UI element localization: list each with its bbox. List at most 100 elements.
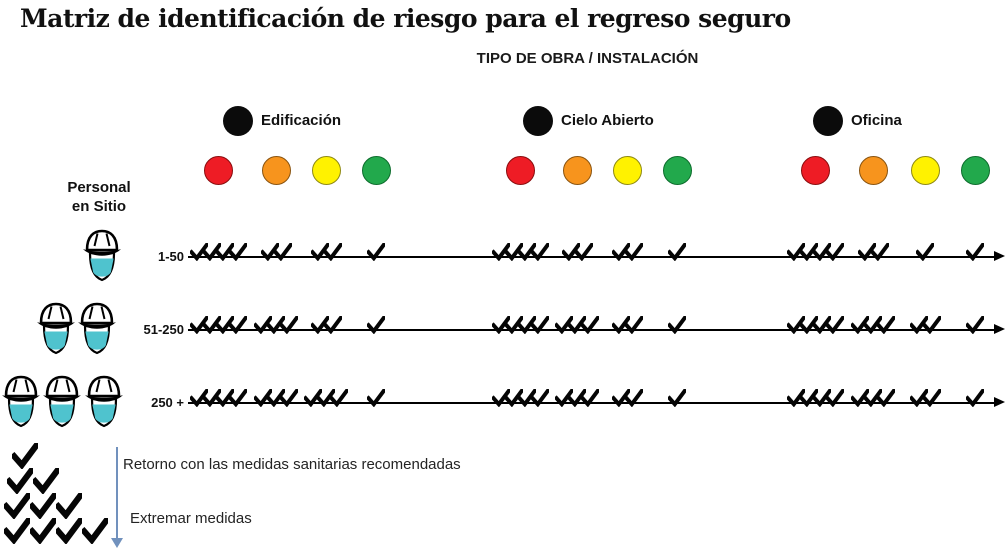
- check-icon: [611, 316, 630, 334]
- worker-mask-helmet-icon-1-1: [77, 301, 117, 359]
- personal-label-line2: en Sitio: [71, 198, 127, 215]
- check-icon: [267, 389, 285, 407]
- check-icon: [367, 316, 385, 334]
- check-icon: [786, 389, 805, 407]
- check-icon: [215, 316, 234, 334]
- check-icon: [555, 316, 573, 334]
- legend-severity-arrow-line: [116, 447, 119, 538]
- row-line-arrowhead-1: [994, 323, 1005, 334]
- worker-mask-helmet-icon-2-0: [1, 374, 41, 432]
- check-icon: [581, 316, 599, 334]
- check-icon: [517, 243, 536, 261]
- check-icon: [581, 389, 599, 407]
- check-icon: [668, 243, 686, 261]
- check-icon: [568, 316, 586, 334]
- worker-mask-helmet-icon-2-2: [84, 374, 124, 432]
- check-icon: [189, 243, 208, 261]
- check-icon: [668, 316, 686, 334]
- check-icon: [851, 389, 869, 407]
- check-icon: [517, 389, 536, 407]
- check-icon: [877, 389, 895, 407]
- check-icon: [189, 316, 208, 334]
- legend-check-icon: [33, 468, 59, 494]
- check-icon: [922, 389, 941, 407]
- check-icon: [966, 243, 984, 261]
- column-marker-icon-edificacion: [223, 106, 253, 136]
- check-icon: [530, 243, 549, 261]
- legend-check-icon: [56, 493, 82, 519]
- risk-circle-green-oficina: [960, 156, 990, 185]
- check-icon: [624, 389, 643, 407]
- check-icon: [367, 389, 385, 407]
- risk-circle-red-oficina: [800, 156, 830, 185]
- check-icon: [611, 389, 630, 407]
- check-icon: [310, 316, 329, 334]
- check-icon: [966, 316, 984, 334]
- check-icon: [530, 316, 549, 334]
- legend-check-icon: [4, 493, 30, 519]
- risk-circle-red-edificacion: [203, 156, 233, 185]
- check-icon: [517, 316, 536, 334]
- risk-circle-orange-cielo-abierto: [562, 156, 592, 185]
- column-marker-icon-oficina: [813, 106, 843, 136]
- check-icon: [922, 316, 941, 334]
- column-label-oficina: Oficina: [851, 112, 902, 129]
- check-icon: [812, 243, 831, 261]
- check-icon: [574, 243, 593, 261]
- check-icon: [530, 389, 549, 407]
- check-icon: [323, 316, 342, 334]
- check-icon: [280, 316, 298, 334]
- check-icon: [624, 243, 643, 261]
- check-icon: [304, 389, 322, 407]
- check-icon: [611, 243, 630, 261]
- risk-circle-orange-edificacion: [261, 156, 291, 185]
- check-icon: [799, 316, 818, 334]
- row-line-arrowhead-0: [994, 250, 1005, 261]
- risk-circle-green-cielo-abierto: [662, 156, 692, 185]
- check-icon: [870, 243, 889, 261]
- row-label-250plus: 250 +: [151, 395, 184, 410]
- check-icon: [228, 316, 247, 334]
- check-icon: [504, 389, 523, 407]
- check-icon: [909, 316, 928, 334]
- page-title: Matriz de identificación de riesgo para …: [20, 4, 791, 33]
- check-icon: [916, 243, 934, 261]
- check-icon: [330, 389, 348, 407]
- check-icon: [260, 243, 279, 261]
- check-icon: [504, 243, 523, 261]
- check-icon: [491, 316, 510, 334]
- check-icon: [786, 243, 805, 261]
- check-icon: [280, 389, 298, 407]
- check-icon: [909, 389, 928, 407]
- check-icon: [254, 389, 272, 407]
- risk-circle-red-cielo-abierto: [505, 156, 535, 185]
- check-icon: [825, 316, 844, 334]
- check-icon: [864, 316, 882, 334]
- check-icon: [812, 316, 831, 334]
- check-icon: [857, 243, 876, 261]
- check-icon: [812, 389, 831, 407]
- row-label-51-250: 51-250: [143, 322, 184, 337]
- check-icon: [215, 389, 234, 407]
- legend-check-icon: [30, 518, 56, 544]
- personal-en-sitio-label: Personal en Sitio: [38, 178, 160, 216]
- risk-circle-yellow-oficina: [910, 156, 940, 185]
- legend-check-icon: [82, 518, 108, 544]
- risk-circle-yellow-cielo-abierto: [612, 156, 642, 185]
- row-line-0: [188, 256, 994, 259]
- check-icon: [825, 243, 844, 261]
- check-icon: [851, 316, 869, 334]
- worker-mask-helmet-icon-2-1: [42, 374, 82, 432]
- check-icon: [189, 389, 208, 407]
- personal-label-line1: Personal: [67, 179, 131, 196]
- worker-mask-helmet-icon-0-0: [82, 228, 122, 286]
- check-icon: [568, 389, 586, 407]
- check-icon: [317, 389, 335, 407]
- column-group-header: TIPO DE OBRA / INSTALACIÓN: [476, 50, 699, 67]
- risk-circle-orange-oficina: [858, 156, 888, 185]
- check-icon: [228, 243, 247, 261]
- legend-check-icon: [30, 493, 56, 519]
- check-icon: [966, 389, 984, 407]
- check-icon: [215, 243, 234, 261]
